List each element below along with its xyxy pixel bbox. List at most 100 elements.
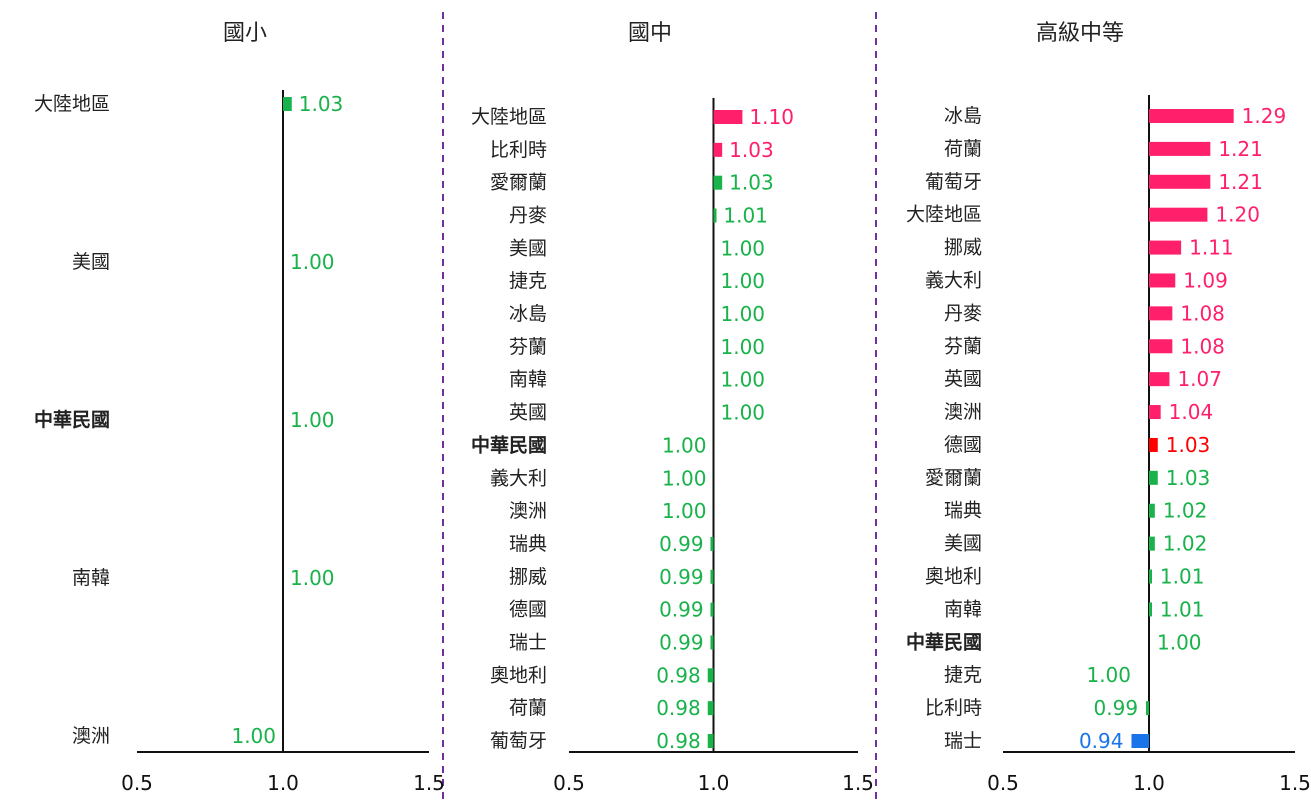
category-label: 美國: [72, 251, 110, 273]
category-label: 德國: [509, 599, 547, 621]
x-tick-label: 1.0: [698, 771, 730, 795]
category-label: 英國: [944, 368, 982, 390]
bar: [1149, 437, 1158, 452]
data-label: 1.29: [1242, 104, 1287, 128]
data-label: 1.00: [721, 401, 766, 425]
category-label: 義大利: [925, 269, 982, 291]
data-label: 0.99: [659, 630, 704, 654]
category-label: 大陸地區: [906, 204, 982, 226]
bar: [1149, 240, 1182, 255]
category-label: 冰島: [509, 303, 547, 325]
data-label: 0.99: [659, 598, 704, 622]
x-tick-label: 1.5: [413, 771, 445, 795]
bar: [1149, 109, 1234, 123]
category-label: 冰島: [944, 105, 982, 127]
data-label: 1.00: [290, 408, 335, 432]
category-label: 美國: [509, 237, 547, 259]
x-tick-label: 1.0: [1133, 771, 1165, 795]
bar: [1149, 174, 1211, 189]
bar: [1149, 503, 1155, 518]
x-tick-label: 1.5: [1279, 771, 1311, 795]
bar: [1149, 306, 1173, 321]
x-tick-label: 0.5: [121, 771, 153, 795]
bar: [1131, 734, 1149, 748]
panel-title: 國小: [223, 21, 267, 46]
category-label: 奧地利: [490, 664, 547, 686]
data-label: 1.00: [721, 269, 766, 293]
category-label: 葡萄牙: [925, 171, 982, 193]
category-label: 丹麥: [944, 302, 982, 324]
category-label: 捷克: [944, 664, 982, 686]
category-label: 比利時: [490, 139, 547, 161]
category-label: 南韓: [509, 369, 547, 391]
data-label: 1.00: [1086, 663, 1131, 687]
data-label: 1.00: [721, 335, 766, 359]
panel-title: 國中: [628, 21, 672, 46]
data-label: 1.01: [1160, 565, 1205, 589]
data-label: 1.02: [1163, 499, 1208, 523]
category-label: 愛爾蘭: [925, 467, 982, 489]
data-label: 1.00: [662, 466, 707, 490]
bar: [1149, 470, 1158, 485]
bar: [1149, 536, 1155, 551]
bar: [283, 97, 292, 111]
data-label: 1.01: [723, 204, 768, 228]
bar: [1149, 339, 1173, 354]
bar: [1149, 141, 1211, 156]
data-label: 0.94: [1079, 729, 1124, 753]
data-label: 1.04: [1169, 400, 1214, 424]
category-label: 愛爾蘭: [490, 172, 547, 194]
category-label: 瑞士: [944, 730, 982, 752]
data-label: 1.02: [1163, 532, 1208, 556]
category-label: 瑞士: [509, 631, 547, 653]
x-tick-label: 1.0: [267, 771, 299, 795]
data-label: 0.99: [659, 532, 704, 556]
category-label: 英國: [509, 402, 547, 424]
data-label: 1.00: [721, 368, 766, 392]
category-label: 德國: [944, 434, 982, 456]
data-label: 1.08: [1180, 301, 1225, 325]
category-label: 瑞典: [509, 533, 547, 555]
bar: [713, 208, 717, 223]
category-label: 葡萄牙: [490, 730, 547, 752]
bar: [710, 602, 714, 617]
category-label: 中華民國: [471, 433, 547, 456]
data-label: 1.03: [1166, 433, 1211, 457]
category-label: 挪威: [944, 237, 982, 259]
data-label: 1.03: [729, 171, 774, 195]
data-label: 1.00: [231, 724, 276, 748]
data-label: 1.10: [749, 105, 794, 129]
category-label: 芬蘭: [509, 336, 547, 358]
panel-title: 高級中等: [1036, 21, 1124, 46]
data-label: 1.08: [1180, 334, 1225, 358]
bar: [707, 668, 714, 683]
bar: [1149, 602, 1152, 617]
data-label: 0.99: [1094, 696, 1139, 720]
bar: [707, 734, 714, 748]
bar: [1149, 372, 1170, 387]
data-label: 1.03: [299, 92, 344, 116]
category-label: 大陸地區: [471, 106, 547, 128]
data-label: 1.00: [721, 302, 766, 326]
data-label: 1.21: [1218, 170, 1263, 194]
data-label: 0.98: [656, 729, 701, 753]
category-label: 美國: [944, 533, 982, 555]
data-label: 1.21: [1218, 137, 1263, 161]
category-label: 澳洲: [944, 401, 982, 423]
data-label: 1.01: [1160, 597, 1205, 621]
bar: [710, 569, 714, 584]
category-label: 丹麥: [509, 205, 547, 227]
category-label: 荷蘭: [944, 138, 982, 160]
category-label: 南韓: [944, 598, 982, 620]
category-label: 芬蘭: [944, 335, 982, 357]
data-label: 1.00: [662, 499, 707, 523]
x-tick-label: 0.5: [553, 771, 585, 795]
bar: [1149, 405, 1161, 420]
data-label: 1.11: [1189, 236, 1234, 260]
category-label: 中華民國: [906, 630, 982, 653]
bar: [707, 701, 714, 716]
data-label: 1.00: [290, 566, 335, 590]
category-label: 捷克: [509, 270, 547, 292]
category-label: 瑞典: [944, 500, 982, 522]
